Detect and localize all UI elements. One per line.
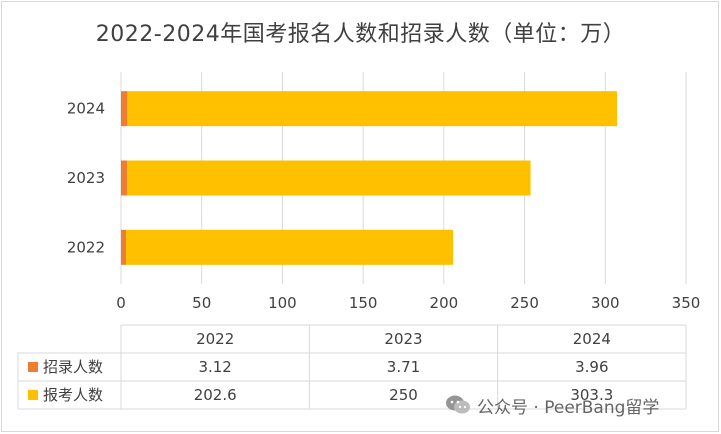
- table-header-cell: 2023: [384, 330, 422, 348]
- legend-label: 招录人数: [43, 358, 103, 376]
- bar: [121, 229, 127, 265]
- table-cell: 250: [389, 386, 418, 404]
- category-label: 2022: [67, 238, 105, 256]
- x-tick-label: 100: [268, 294, 297, 312]
- bar: [127, 91, 618, 127]
- table-cell: 3.71: [387, 358, 420, 376]
- x-tick-label: 150: [349, 294, 378, 312]
- chart-title: 2022-2024年国考报名人数和招录人数（单位：万）: [95, 22, 626, 47]
- x-tick-label: 300: [591, 294, 620, 312]
- table-cell: 202.6: [194, 386, 237, 404]
- watermark-text: 公众号 · PeerBang留学: [477, 397, 660, 418]
- table-header-cell: 2022: [196, 330, 234, 348]
- wechat-icon: [445, 394, 471, 416]
- table-cell: 3.12: [198, 358, 231, 376]
- x-tick-label: 50: [192, 294, 211, 312]
- bar: [121, 91, 128, 127]
- watermark: 公众号 · PeerBang留学: [445, 392, 715, 418]
- legend-label: 报考人数: [43, 386, 103, 404]
- table-header-cell: 2024: [573, 330, 611, 348]
- legend-key: [28, 362, 38, 372]
- table-cell: 3.96: [575, 358, 608, 376]
- bar: [121, 160, 127, 196]
- category-label: 2023: [67, 169, 105, 187]
- x-tick-label: 200: [430, 294, 459, 312]
- bar: [126, 160, 531, 196]
- table-cell: 303.3: [570, 386, 613, 404]
- x-tick-label: 250: [510, 294, 539, 312]
- x-tick-label: 350: [672, 294, 701, 312]
- legend-key: [28, 390, 38, 400]
- category-label: 2024: [67, 100, 105, 118]
- bar: [126, 229, 454, 265]
- x-tick-label: 0: [116, 294, 126, 312]
